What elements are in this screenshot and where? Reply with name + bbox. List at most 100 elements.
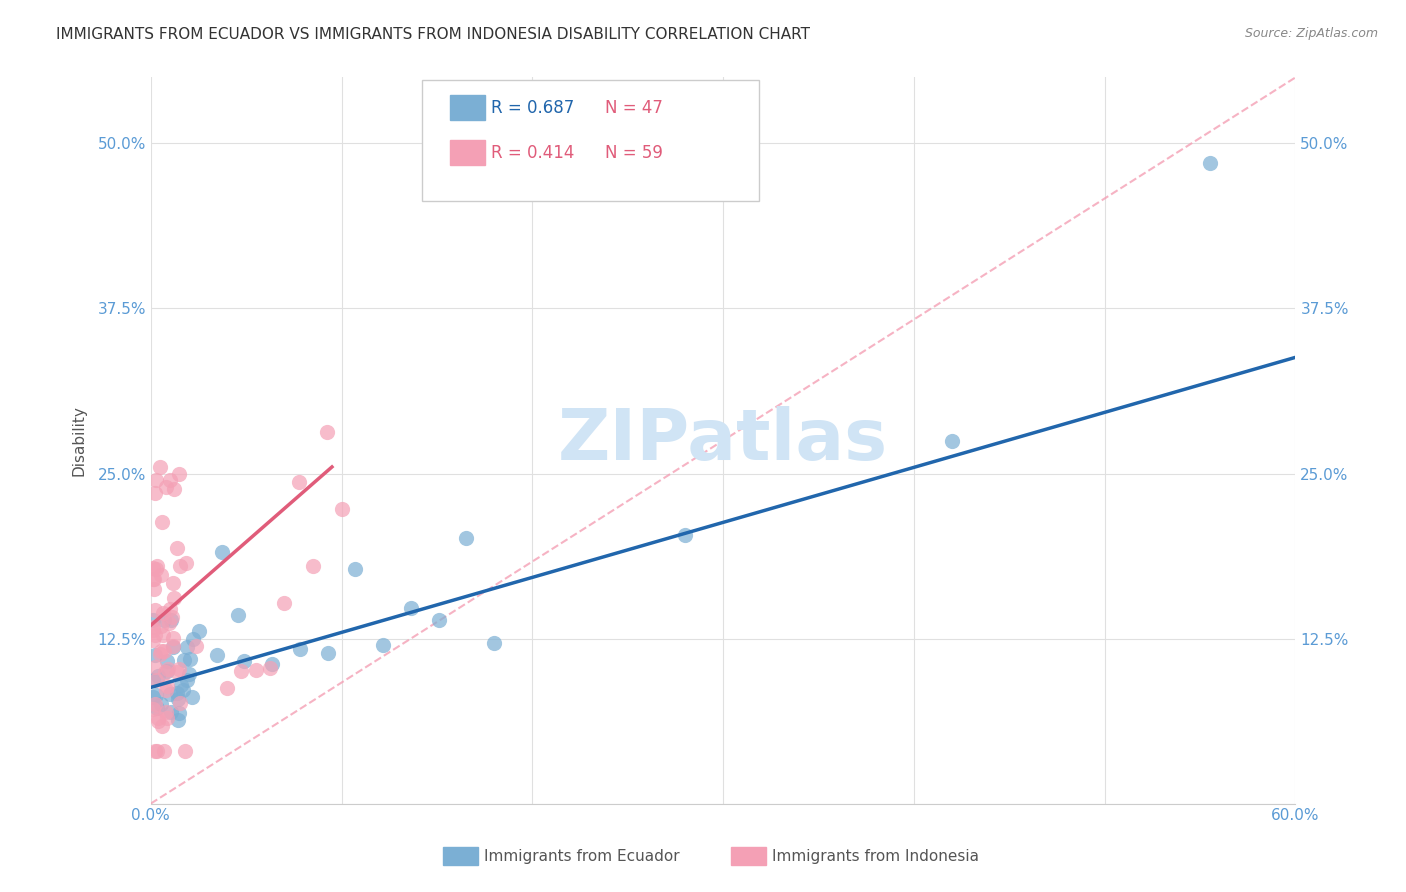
Immigrants from Indonesia (143, 744, 166, 758)
Immigrants from Indonesia (145, 603, 167, 617)
Immigrants from Indonesia (159, 602, 181, 616)
Text: R = 0.687: R = 0.687 (491, 99, 574, 117)
Immigrants from Indonesia (145, 659, 167, 673)
Immigrants from Ecuador (673, 528, 696, 542)
Immigrants from Ecuador (145, 689, 167, 703)
Immigrants from Indonesia (152, 628, 174, 642)
Immigrants from Ecuador (399, 600, 422, 615)
Immigrants from Indonesia (146, 714, 169, 728)
Immigrants from Ecuador (173, 653, 195, 667)
Immigrants from Ecuador (205, 648, 228, 662)
Immigrants from Indonesia (142, 620, 165, 634)
Immigrants from Indonesia (150, 643, 173, 657)
Immigrants from Indonesia (162, 575, 184, 590)
Immigrants from Indonesia (316, 425, 339, 439)
Immigrants from Indonesia (143, 628, 166, 642)
Immigrants from Indonesia (153, 744, 176, 758)
Immigrants from Indonesia (145, 673, 167, 688)
Immigrants from Ecuador (142, 613, 165, 627)
Immigrants from Indonesia (149, 459, 172, 474)
Immigrants from Ecuador (176, 640, 198, 655)
Text: ZIPatlas: ZIPatlas (558, 406, 889, 475)
Immigrants from Indonesia (231, 664, 253, 678)
Immigrants from Ecuador (456, 531, 478, 545)
Immigrants from Ecuador (288, 642, 311, 657)
Immigrants from Ecuador (371, 638, 394, 652)
Immigrants from Ecuador (167, 691, 190, 706)
Immigrants from Indonesia (287, 475, 309, 489)
Immigrants from Indonesia (145, 559, 167, 574)
Immigrants from Ecuador (142, 673, 165, 687)
Immigrants from Ecuador (262, 657, 284, 671)
Immigrants from Ecuador (146, 701, 169, 715)
Immigrants from Ecuador (177, 667, 200, 681)
Immigrants from Ecuador (143, 648, 166, 662)
Immigrants from Indonesia (146, 744, 169, 758)
Immigrants from Ecuador (160, 613, 183, 627)
Immigrants from Indonesia (162, 483, 184, 497)
Text: N = 59: N = 59 (605, 144, 662, 161)
Immigrants from Ecuador (482, 636, 505, 650)
Immigrants from Ecuador (427, 613, 450, 627)
Immigrants from Ecuador (233, 654, 256, 668)
Immigrants from Indonesia (150, 719, 173, 733)
Immigrants from Indonesia (143, 697, 166, 711)
Immigrants from Indonesia (162, 639, 184, 653)
Immigrants from Ecuador (149, 697, 172, 711)
Immigrants from Indonesia (142, 702, 165, 716)
Immigrants from Indonesia (169, 558, 191, 573)
Immigrants from Ecuador (169, 706, 191, 720)
Immigrants from Ecuador (344, 562, 367, 576)
Immigrants from Indonesia (157, 615, 180, 630)
Immigrants from Indonesia (169, 467, 191, 481)
Immigrants from Indonesia (157, 662, 180, 676)
Immigrants from Indonesia (162, 632, 184, 646)
Text: Source: ZipAtlas.com: Source: ZipAtlas.com (1244, 27, 1378, 40)
Immigrants from Ecuador (941, 434, 963, 448)
Immigrants from Indonesia (149, 647, 172, 661)
Immigrants from Indonesia (169, 696, 191, 710)
Immigrants from Indonesia (167, 662, 190, 676)
Immigrants from Indonesia (273, 596, 295, 610)
Immigrants from Indonesia (148, 711, 170, 725)
Immigrants from Indonesia (152, 606, 174, 620)
Immigrants from Indonesia (215, 681, 238, 695)
Immigrants from Indonesia (153, 644, 176, 658)
Immigrants from Indonesia (166, 665, 188, 679)
Immigrants from Ecuador (142, 690, 165, 704)
Text: R = 0.414: R = 0.414 (491, 144, 574, 161)
Immigrants from Ecuador (146, 669, 169, 683)
Immigrants from Indonesia (166, 541, 188, 556)
Immigrants from Indonesia (174, 556, 197, 570)
Immigrants from Indonesia (142, 560, 165, 574)
Y-axis label: Disability: Disability (72, 405, 86, 476)
Immigrants from Indonesia (142, 582, 165, 596)
Immigrants from Ecuador (180, 690, 202, 704)
Immigrants from Indonesia (142, 572, 165, 586)
Immigrants from Indonesia (155, 706, 177, 720)
Immigrants from Indonesia (142, 632, 165, 647)
Text: N = 47: N = 47 (605, 99, 662, 117)
Text: Immigrants from Ecuador: Immigrants from Ecuador (484, 849, 679, 863)
Immigrants from Ecuador (170, 678, 193, 692)
Immigrants from Ecuador (153, 613, 176, 627)
Immigrants from Ecuador (156, 654, 179, 668)
Immigrants from Indonesia (160, 610, 183, 624)
Immigrants from Ecuador (179, 652, 201, 666)
Immigrants from Indonesia (302, 558, 325, 573)
Immigrants from Indonesia (145, 562, 167, 576)
Immigrants from Indonesia (245, 663, 267, 677)
Immigrants from Indonesia (159, 473, 181, 487)
Immigrants from Indonesia (155, 682, 177, 697)
Text: Immigrants from Indonesia: Immigrants from Indonesia (772, 849, 979, 863)
Immigrants from Ecuador (160, 705, 183, 719)
Immigrants from Indonesia (153, 665, 176, 680)
Immigrants from Ecuador (166, 713, 188, 727)
Immigrants from Indonesia (186, 639, 208, 653)
Immigrants from Indonesia (156, 711, 179, 725)
Immigrants from Indonesia (155, 480, 177, 494)
Text: IMMIGRANTS FROM ECUADOR VS IMMIGRANTS FROM INDONESIA DISABILITY CORRELATION CHAR: IMMIGRANTS FROM ECUADOR VS IMMIGRANTS FR… (56, 27, 810, 42)
Immigrants from Indonesia (149, 619, 172, 633)
Immigrants from Indonesia (143, 486, 166, 500)
Immigrants from Ecuador (228, 608, 250, 623)
